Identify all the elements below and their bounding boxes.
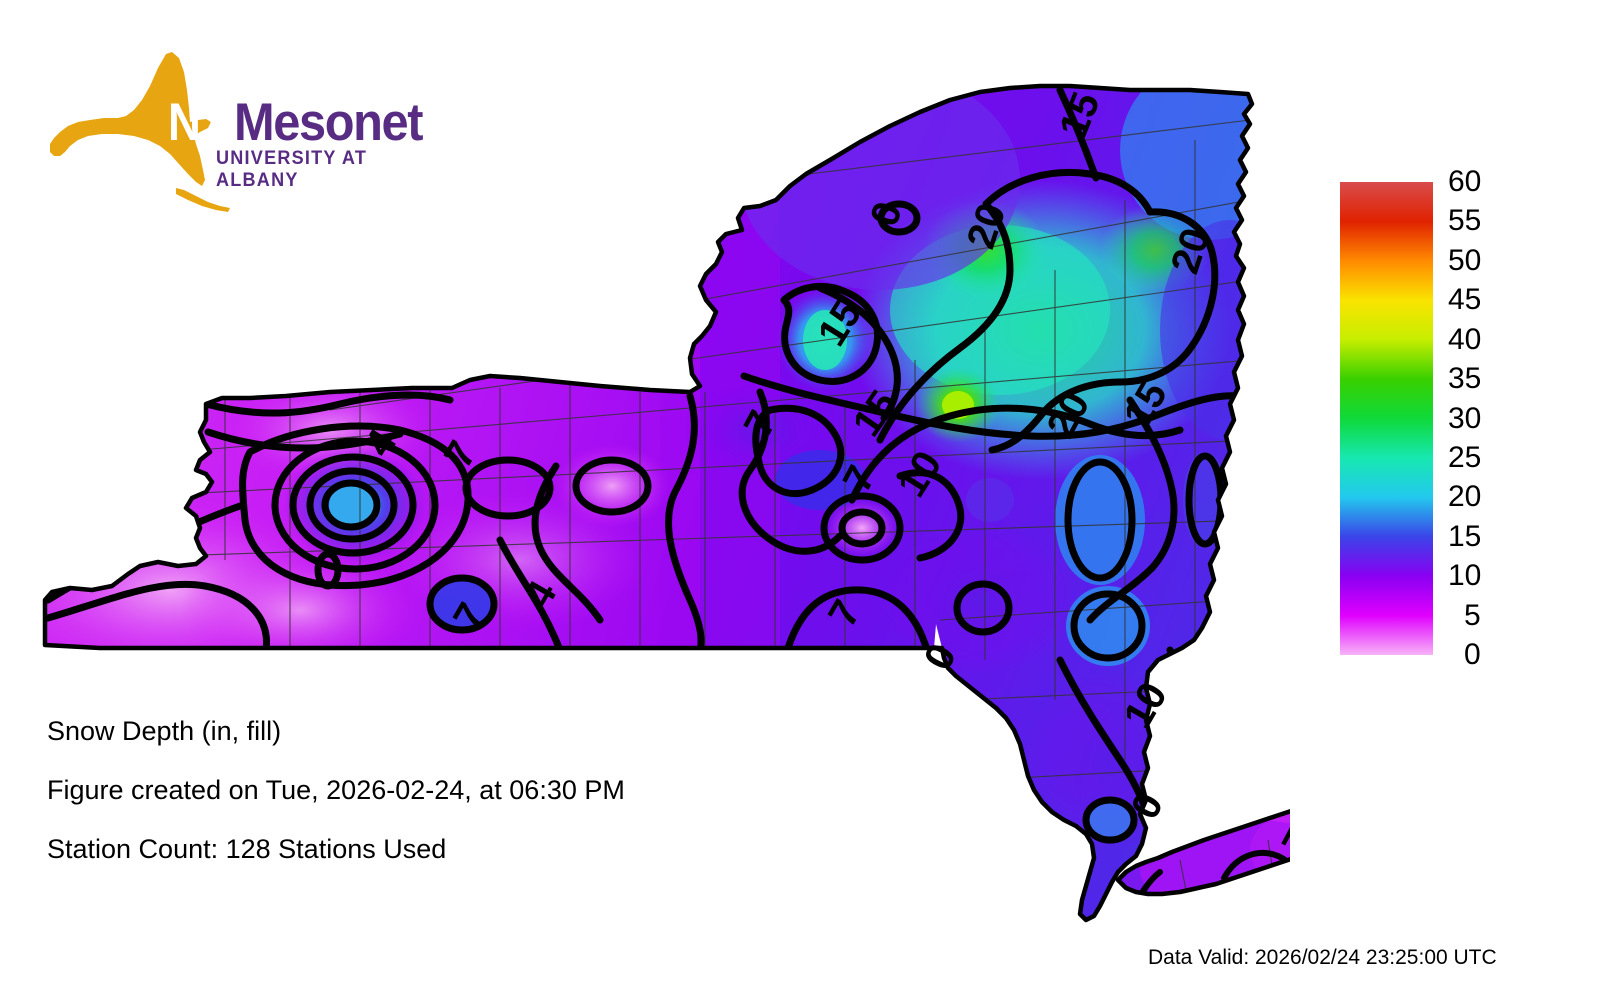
logo-university-text: UNIVERSITY AT ALBANY bbox=[216, 148, 368, 191]
caption-station-count: Station Count: 128 Stations Used bbox=[47, 834, 447, 864]
data-valid-timestamp: Data Valid: 2026/02/24 23:25:00 UTC bbox=[1148, 946, 1497, 969]
caption-block: Snow Depth (in, fill) Figure created on … bbox=[47, 718, 807, 895]
colorbar-tick-25: 25 bbox=[1448, 440, 1482, 474]
logo-mesonet-text: Mesonet bbox=[234, 93, 424, 152]
colorbar-tick-35: 35 bbox=[1448, 362, 1482, 396]
map-container[interactable]: 15 20 20 15 0 15 20 15 4 7 7 7 10 4 7 7 0 10 0 7 bbox=[0, 0, 1290, 945]
caption-created: Figure created on Tue, 2026-02-24, at 06… bbox=[47, 775, 625, 805]
colorbar-gradient bbox=[1340, 182, 1433, 655]
colorbar-tick-45: 45 bbox=[1448, 283, 1482, 317]
colorbar-tick-10: 10 bbox=[1448, 559, 1482, 593]
colorbar-tick-labels: 60 55 50 45 40 35 30 25 20 15 10 5 0 bbox=[1448, 167, 1518, 670]
colorbar-tick-5: 5 bbox=[1464, 598, 1481, 632]
state-outline bbox=[42, 83, 1290, 923]
logo-nys-text: NYS bbox=[168, 93, 260, 152]
colorbar-tick-40: 40 bbox=[1448, 322, 1482, 356]
colorbar[interactable] bbox=[1340, 182, 1433, 655]
colorbar-tick-55: 55 bbox=[1448, 204, 1482, 238]
nys-mesonet-logo: NYS Mesonet UNIVERSITY AT ALBANY bbox=[48, 52, 424, 212]
logo-ny-state-shape bbox=[50, 52, 230, 212]
colorbar-tick-20: 20 bbox=[1448, 480, 1482, 514]
colorbar-tick-30: 30 bbox=[1448, 401, 1482, 435]
caption-title: Snow Depth (in, fill) bbox=[47, 716, 282, 746]
colorbar-tick-60: 60 bbox=[1448, 165, 1482, 198]
colorbar-tick-0: 0 bbox=[1464, 638, 1481, 671]
colorbar-tick-50: 50 bbox=[1448, 243, 1482, 277]
colorbar-tick-15: 15 bbox=[1448, 519, 1482, 553]
